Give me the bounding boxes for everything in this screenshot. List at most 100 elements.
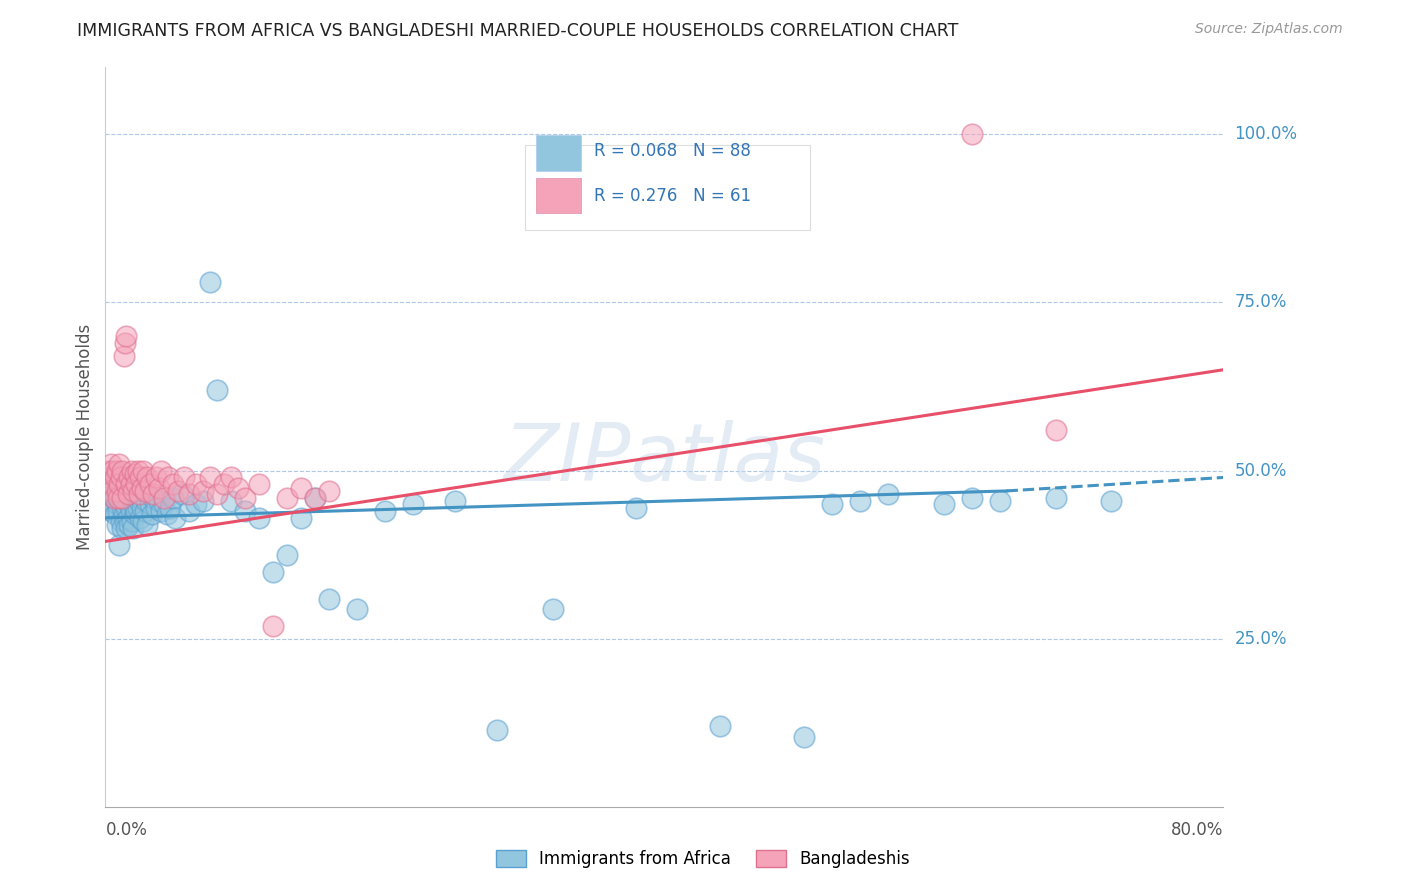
- Point: [111, 500, 134, 515]
- Point: [142, 491, 165, 505]
- Point: [127, 500, 149, 515]
- Point: [125, 477, 148, 491]
- Point: [226, 481, 249, 495]
- Point: [318, 483, 340, 498]
- Y-axis label: Married-couple Households: Married-couple Households: [76, 324, 94, 550]
- Point: [485, 723, 508, 737]
- Point: [212, 477, 235, 491]
- Point: [247, 511, 270, 525]
- Point: [122, 483, 145, 498]
- Point: [179, 487, 201, 501]
- Point: [374, 504, 396, 518]
- Point: [129, 491, 152, 505]
- Point: [100, 457, 122, 471]
- Point: [1045, 491, 1067, 505]
- Point: [219, 494, 242, 508]
- Point: [135, 494, 157, 508]
- Point: [156, 508, 179, 522]
- Point: [108, 538, 131, 552]
- Point: [120, 477, 142, 491]
- Point: [127, 464, 149, 478]
- Point: [219, 470, 242, 484]
- Text: 80.0%: 80.0%: [1171, 821, 1223, 838]
- Point: [128, 494, 150, 508]
- Point: [112, 508, 135, 522]
- Point: [115, 329, 138, 343]
- Point: [134, 504, 156, 518]
- Point: [103, 491, 125, 505]
- Point: [233, 491, 256, 505]
- Text: R = 0.276   N = 61: R = 0.276 N = 61: [593, 186, 751, 205]
- Text: R = 0.068   N = 88: R = 0.068 N = 88: [593, 143, 751, 161]
- Point: [304, 491, 326, 505]
- Point: [132, 464, 155, 478]
- Point: [165, 511, 187, 525]
- Point: [153, 491, 176, 505]
- Point: [136, 487, 159, 501]
- Point: [173, 470, 195, 484]
- Point: [131, 500, 153, 515]
- Point: [108, 477, 131, 491]
- Point: [112, 491, 135, 505]
- Point: [145, 470, 167, 484]
- Text: 0.0%: 0.0%: [105, 821, 148, 838]
- Text: ZIPatlas: ZIPatlas: [503, 420, 825, 499]
- Point: [100, 477, 122, 491]
- Point: [709, 719, 731, 733]
- Point: [1099, 494, 1122, 508]
- Point: [108, 491, 131, 505]
- Point: [200, 470, 222, 484]
- Point: [114, 514, 136, 528]
- Point: [101, 483, 124, 498]
- Point: [988, 494, 1011, 508]
- Point: [105, 517, 128, 532]
- Point: [141, 508, 163, 522]
- Point: [120, 504, 142, 518]
- Point: [129, 511, 152, 525]
- Point: [443, 494, 465, 508]
- FancyBboxPatch shape: [536, 178, 581, 213]
- Point: [104, 470, 127, 484]
- Point: [247, 477, 270, 491]
- Point: [118, 470, 141, 484]
- Point: [1045, 423, 1067, 437]
- Point: [136, 517, 159, 532]
- Point: [262, 618, 284, 632]
- Point: [346, 601, 368, 615]
- Point: [120, 487, 142, 501]
- Point: [932, 497, 955, 511]
- Point: [142, 487, 165, 501]
- Point: [111, 521, 134, 535]
- Point: [124, 467, 146, 482]
- Point: [162, 491, 184, 505]
- Point: [125, 487, 148, 501]
- Point: [626, 500, 648, 515]
- Point: [849, 494, 872, 508]
- Point: [162, 477, 184, 491]
- Point: [104, 508, 127, 522]
- Point: [127, 477, 149, 491]
- Point: [290, 511, 312, 525]
- Point: [105, 497, 128, 511]
- Point: [101, 487, 124, 501]
- Point: [110, 514, 132, 528]
- Point: [139, 497, 162, 511]
- Point: [150, 464, 173, 478]
- Point: [105, 483, 128, 498]
- Point: [153, 497, 176, 511]
- Point: [129, 470, 152, 484]
- Point: [186, 497, 208, 511]
- Point: [200, 275, 222, 289]
- Point: [148, 481, 170, 495]
- Point: [131, 481, 153, 495]
- Point: [157, 470, 180, 484]
- Point: [97, 494, 120, 508]
- Point: [960, 491, 983, 505]
- Point: [193, 494, 215, 508]
- Point: [114, 497, 136, 511]
- Legend: Immigrants from Africa, Bangladeshis: Immigrants from Africa, Bangladeshis: [489, 843, 917, 875]
- Point: [172, 487, 194, 501]
- Point: [276, 548, 298, 562]
- Point: [233, 504, 256, 518]
- Point: [124, 491, 146, 505]
